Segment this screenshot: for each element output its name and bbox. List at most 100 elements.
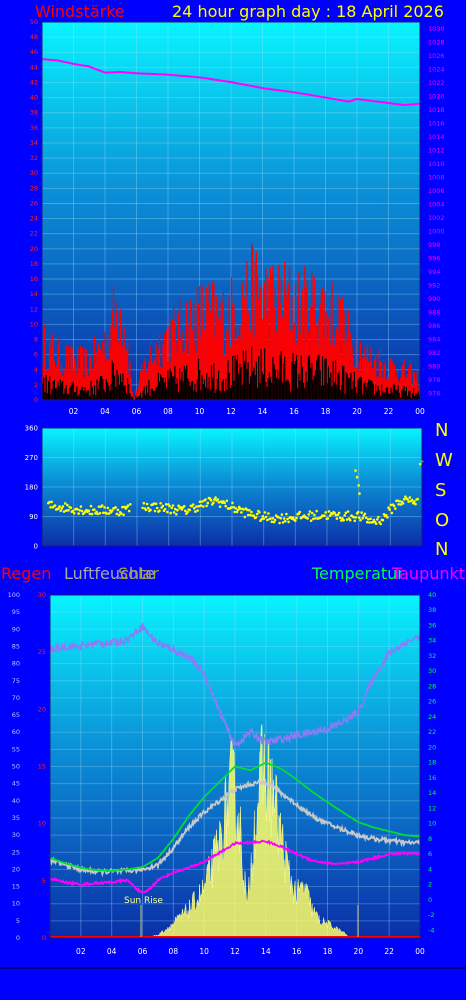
direction-point <box>169 511 172 515</box>
direction-point <box>272 520 276 524</box>
y2-tick-label: 1012 <box>428 146 445 154</box>
direction-point <box>278 521 281 525</box>
direction-point <box>145 502 149 506</box>
direction-point <box>71 509 75 513</box>
x-tick-label: 18 <box>321 407 331 416</box>
x-tick-label: 18 <box>323 947 333 956</box>
direction-point <box>254 516 258 519</box>
humidity-tick-label: 10 <box>12 900 20 908</box>
humidity-tick-label: 75 <box>12 677 20 685</box>
direction-point <box>153 509 157 513</box>
direction-point <box>155 506 159 510</box>
direction-point <box>199 504 203 507</box>
y2-tick-label: 986 <box>428 322 440 330</box>
humidity-tick-label: 65 <box>12 711 20 719</box>
direction-point <box>122 513 125 516</box>
direction-point <box>358 492 361 495</box>
temp-tick-label: 28 <box>428 682 436 690</box>
direction-point <box>233 510 236 514</box>
humidity-tick-label: 80 <box>12 660 20 668</box>
direction-point <box>388 508 391 511</box>
direction-point <box>342 519 345 522</box>
direction-point <box>312 517 315 521</box>
x-tick-label: 08 <box>163 407 173 416</box>
direction-point <box>344 511 348 515</box>
y-tick-label: 0 <box>34 543 38 551</box>
legend-humidity: Luftfeuchte <box>64 564 155 583</box>
y-tick-label: 12 <box>30 305 38 313</box>
direction-point <box>335 517 339 520</box>
direction-point <box>307 513 311 516</box>
y2-tick-label: 1002 <box>428 214 445 222</box>
direction-point <box>235 510 239 514</box>
direction-point <box>225 499 229 503</box>
direction-point <box>374 522 378 525</box>
direction-point <box>158 509 161 512</box>
y-tick-label: 0 <box>34 396 38 404</box>
direction-point <box>202 505 205 508</box>
direction-point <box>154 502 158 506</box>
y-tick-label: 2 <box>34 381 38 389</box>
temp-tick-label: 30 <box>428 667 436 675</box>
direction-point <box>414 502 417 506</box>
direction-point <box>396 499 399 503</box>
climate-legend: Regen Luftfeuchte Solar Temperatur Taupu… <box>1 564 465 583</box>
temp-tick-label: 4 <box>428 865 432 873</box>
direction-point <box>358 516 361 519</box>
direction-point <box>389 503 393 507</box>
direction-point <box>200 500 204 503</box>
y-tick-label: 16 <box>30 275 38 283</box>
y2-tick-label: 978 <box>428 376 440 384</box>
direction-point <box>66 503 69 507</box>
direction-point <box>255 512 259 516</box>
direction-point <box>287 520 290 524</box>
direction-point <box>397 503 400 506</box>
y-tick-label: 44 <box>30 63 38 71</box>
direction-point <box>197 505 201 508</box>
direction-point <box>170 506 174 510</box>
direction-point <box>76 508 79 511</box>
direction-point <box>93 508 96 512</box>
direction-point <box>282 517 286 520</box>
direction-point <box>291 516 295 519</box>
direction-point <box>338 516 342 520</box>
humidity-tick-label: 30 <box>12 831 20 839</box>
direction-point <box>341 517 344 520</box>
direction-point <box>324 511 327 514</box>
temp-tick-label: 12 <box>428 804 436 812</box>
pressure-line <box>41 58 421 107</box>
direction-point <box>343 514 347 517</box>
direction-point <box>65 509 68 512</box>
humidity-tick-label: 85 <box>12 642 20 650</box>
direction-point <box>100 504 104 507</box>
compass-label: N <box>435 420 448 441</box>
y-tick-label: 6 <box>34 351 38 359</box>
y-tick-label: 20 <box>30 245 38 253</box>
y-tick-label: 30 <box>30 169 38 177</box>
direction-point <box>386 516 389 519</box>
direction-point <box>327 510 331 513</box>
direction-point <box>402 498 406 501</box>
direction-point <box>61 505 65 508</box>
direction-point <box>261 515 265 518</box>
y-tick-label: 38 <box>30 109 38 117</box>
direction-point <box>114 506 117 509</box>
direction-point <box>313 513 316 517</box>
direction-point <box>354 516 358 519</box>
humidity-tick-label: 20 <box>12 865 20 873</box>
direction-point <box>326 517 330 520</box>
y-tick-label: 360 <box>25 425 38 433</box>
humidity-tick-label: 0 <box>16 934 20 942</box>
y2-tick-label: 1010 <box>428 160 445 168</box>
direction-point <box>280 513 284 516</box>
y2-tick-label: 994 <box>428 268 440 276</box>
direction-point <box>381 518 385 522</box>
temp-tick-label: 36 <box>428 621 436 629</box>
x-tick-label: 12 <box>230 947 240 956</box>
direction-point <box>96 512 99 516</box>
temp-tick-label: 6 <box>428 850 432 858</box>
direction-point <box>372 518 376 522</box>
dewpoint-line <box>49 839 421 894</box>
rain-tick-label: 10 <box>38 820 46 828</box>
direction-point <box>152 502 156 505</box>
